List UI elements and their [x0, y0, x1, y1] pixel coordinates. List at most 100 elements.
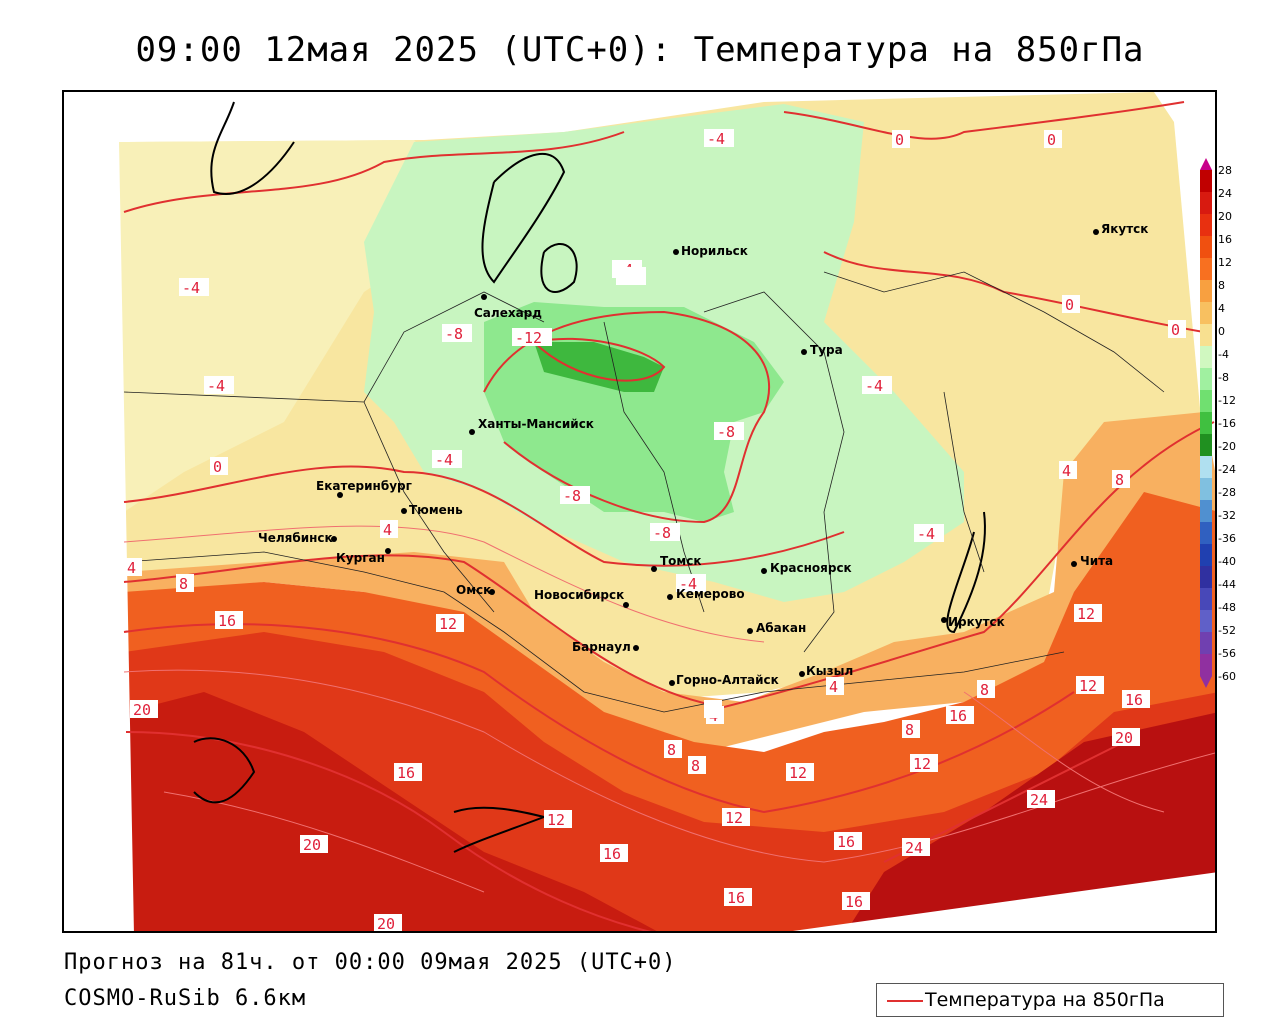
city-marker	[801, 349, 807, 355]
isotherm-label: -8	[653, 524, 671, 542]
city-label-tomsk: Томск	[660, 554, 702, 568]
zone-orange	[124, 412, 1215, 752]
colorbar-cell	[1200, 368, 1212, 391]
isotherm-label: 0	[1065, 296, 1074, 314]
coastline-and-lakes	[193, 101, 986, 853]
colorbar-tick-label: -32	[1218, 509, 1236, 522]
forecast-info: Прогноз на 81ч. от 00:00 09мая 2025 (UTC…	[64, 950, 677, 975]
colorbar-cell	[1200, 214, 1212, 237]
city-label-gorno-altaysk: Горно-Алтайск	[676, 673, 779, 687]
colorbar-cell	[1200, 500, 1212, 523]
colorbar-cell	[1200, 588, 1212, 611]
isotherm-label: 16	[845, 893, 863, 911]
isotherm-label: 12	[1079, 677, 1097, 695]
isotherm-label: 0	[1171, 321, 1180, 339]
isotherm-label: 20	[133, 701, 151, 719]
legend: Температура на 850гПа	[876, 983, 1224, 1017]
city-label-krasnoyarsk: Красноярск	[770, 561, 852, 575]
zone-dark-red-east	[846, 712, 1215, 931]
colorbar-tick-label: -48	[1218, 601, 1236, 614]
city-label-kemerovo: Кемерово	[676, 587, 745, 601]
isotherm-label: 12	[547, 811, 565, 829]
colorbar-tick-label: -12	[1218, 394, 1236, 407]
isotherm-label: 4	[1062, 462, 1071, 480]
isotherm-label: 16	[837, 833, 855, 851]
city-marker	[1071, 561, 1077, 567]
isotherm-label: 16	[1125, 691, 1143, 709]
isotherm-label: 8	[980, 681, 989, 699]
model-name: COSMO-RuSib 6.6км	[64, 986, 307, 1011]
colorbar-cell	[1200, 456, 1212, 479]
colorbar-tick-label: -60	[1218, 670, 1236, 683]
colorbar-cell	[1200, 324, 1212, 347]
minor-isotherm-lines	[123, 525, 1215, 893]
isotherm-label: 16	[397, 764, 415, 782]
city-marker	[799, 671, 805, 677]
colorbar-tick-label: -52	[1218, 624, 1236, 637]
colorbar-tick-label: -16	[1218, 417, 1236, 430]
colorbar-cell	[1200, 346, 1212, 369]
city-label-barnaul: Барнаул	[572, 640, 631, 654]
city-label-omsk: Омск	[456, 583, 491, 597]
colorbar-cell	[1200, 610, 1212, 633]
isotherm-label: 16	[603, 845, 621, 863]
zone-outside-grid-east	[1154, 92, 1215, 162]
isotherm-label: -4	[207, 377, 225, 395]
isotherm-label: 12	[1077, 605, 1095, 623]
colorbar-tick-label: -36	[1218, 532, 1236, 545]
city-label-irkutsk: Иркутск	[948, 615, 1005, 629]
isotherm-label: 8	[691, 757, 700, 775]
colorbar-tick-label: -20	[1218, 440, 1236, 453]
city-marker	[667, 594, 673, 600]
colorbar-tick-label: 24	[1218, 187, 1232, 200]
admin-borders	[123, 271, 1165, 713]
colorbar-tick-label: -40	[1218, 555, 1236, 568]
isotherm-label: -4	[917, 525, 935, 543]
isotherm-label: 4	[127, 559, 136, 577]
city-marker	[1093, 229, 1099, 235]
colorbar-cell	[1200, 566, 1212, 589]
isotherm-label: -12	[515, 329, 542, 347]
city-marker	[623, 602, 629, 608]
colorbar-cell	[1200, 654, 1212, 677]
isotherm-label: 12	[439, 615, 457, 633]
isotherm-label: 0	[1047, 131, 1056, 149]
colorbar-tick-label: 4	[1218, 302, 1225, 315]
isotherm-label: 8	[905, 721, 914, 739]
city-label-khanty-mansiysk: Ханты-Мансийск	[478, 417, 594, 431]
isotherm-label: 4	[829, 678, 838, 696]
colorbar-top-arrow	[1200, 158, 1212, 170]
legend-label: Температура на 850гПа	[925, 989, 1165, 1011]
isotherm-label: 8	[179, 575, 188, 593]
isotherm-label: 12	[913, 755, 931, 773]
colorbar-tick-label: 0	[1218, 325, 1225, 338]
isotherm-label: -4	[435, 451, 453, 469]
colorbar-bottom-arrow	[1200, 676, 1212, 688]
colorbar-cell	[1200, 302, 1212, 325]
isotherm-label: 16	[727, 889, 745, 907]
city-marker	[941, 617, 947, 623]
isotherm-label: 4	[383, 521, 392, 539]
city-marker	[385, 548, 391, 554]
colorbar-tick-label: -28	[1218, 486, 1236, 499]
city-label-yekaterinburg: Екатеринбург	[316, 479, 412, 493]
colorbar-cell	[1200, 544, 1212, 567]
city-label-yakutsk: Якутск	[1101, 222, 1148, 236]
city-marker	[673, 249, 679, 255]
city-label-chita: Чита	[1080, 554, 1113, 568]
chart-title: 09:00 12мая 2025 (UTC+0): Температура на…	[135, 30, 1145, 70]
isotherm-label-layer: -4 0 -4 -4 0 0 -4 -4 -8 -12 -4 -4 -8 -8 …	[124, 129, 1186, 933]
zone-outside-grid-south	[792, 872, 1215, 931]
city-label-kurgan: Курган	[336, 551, 385, 565]
city-label-tura: Тура	[810, 343, 843, 357]
temperature-map: -4 0 -4 -4 0 0 -4 -4 -8 -12 -4 -4 -8 -8 …	[62, 90, 1217, 933]
isotherm-label: 20	[377, 915, 395, 933]
city-marker	[401, 508, 407, 514]
colorbar-cell	[1200, 258, 1212, 281]
city-marker	[489, 589, 495, 595]
colorbar-cell	[1200, 412, 1212, 435]
city-label-novosibirsk: Новосибирск	[534, 588, 624, 602]
colorbar-tick-label: -56	[1218, 647, 1236, 660]
colorbar-tick-labels: 28 24 20 16 12 8 4 0 -4 -8 -12 -16 -20 -24 -28 -32 -36 -4…	[1218, 164, 1236, 683]
colorbar-cell	[1200, 170, 1212, 193]
